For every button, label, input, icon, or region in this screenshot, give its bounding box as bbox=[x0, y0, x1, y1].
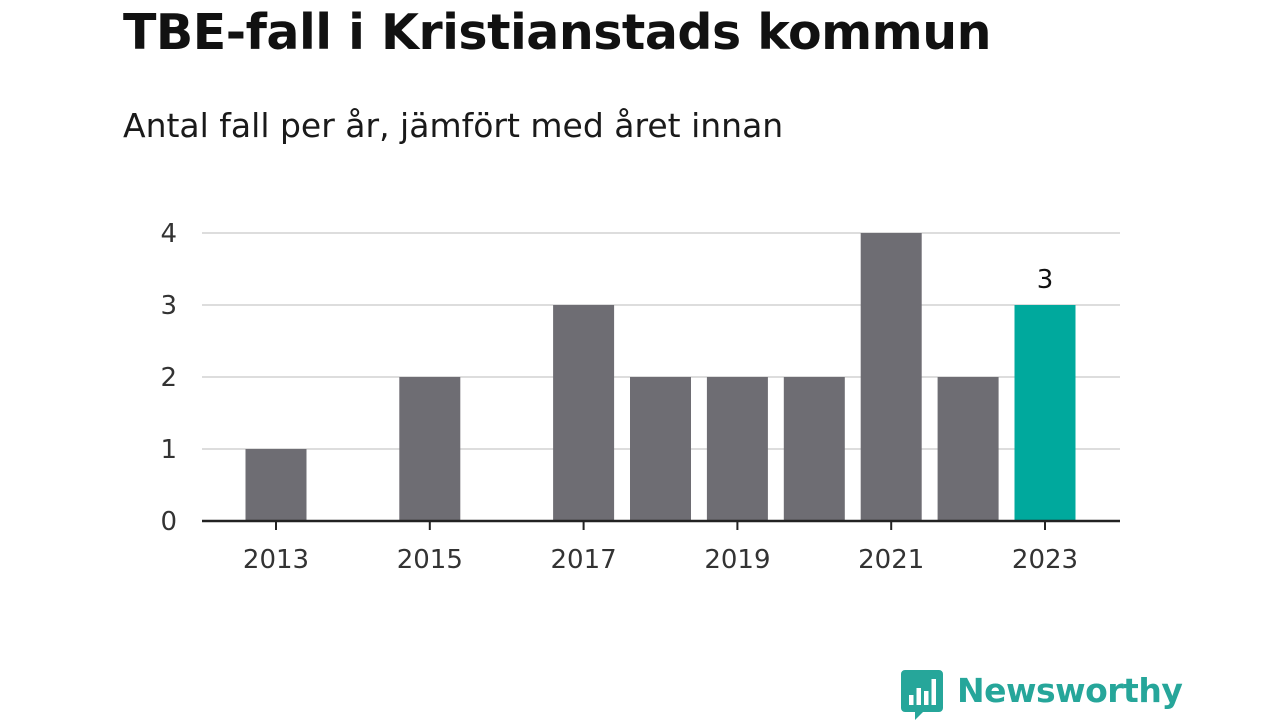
bars bbox=[245, 233, 1076, 521]
x-tick-label-2015: 2015 bbox=[397, 545, 463, 575]
x-tick-label-2021: 2021 bbox=[858, 545, 924, 575]
y-tick-label-3: 3 bbox=[160, 291, 177, 321]
x-tick-label-2013: 2013 bbox=[243, 545, 309, 575]
x-axis-labels: 2013 2015 2017 2019 2021 2023 bbox=[243, 545, 1078, 575]
newsworthy-logo: Newsworthy bbox=[901, 670, 1183, 720]
bar-2017 bbox=[553, 305, 615, 521]
y-tick-label-2: 2 bbox=[160, 363, 177, 393]
bar-chart-speech-bubble-icon bbox=[901, 670, 943, 720]
y-tick-label-1: 1 bbox=[160, 435, 177, 465]
bar-2021 bbox=[860, 233, 922, 521]
x-axis bbox=[202, 519, 1120, 530]
bar-2023 bbox=[1014, 305, 1076, 521]
data-label-2023: 3 bbox=[1037, 265, 1054, 295]
bar-2013 bbox=[245, 449, 307, 521]
y-tick-label-4: 4 bbox=[160, 219, 177, 249]
brand-name: Newsworthy bbox=[957, 671, 1183, 710]
bar-2015 bbox=[399, 377, 461, 521]
y-axis-labels: 0 1 2 3 4 bbox=[160, 219, 177, 537]
x-tick-label-2017: 2017 bbox=[551, 545, 617, 575]
y-tick-label-0: 0 bbox=[160, 507, 177, 537]
annotations: 3 bbox=[1037, 265, 1054, 295]
bar-2018 bbox=[630, 377, 691, 521]
bar-2020 bbox=[783, 377, 845, 521]
bar-2019 bbox=[706, 377, 768, 521]
bar-2022 bbox=[937, 377, 999, 521]
x-tick-label-2019: 2019 bbox=[704, 545, 770, 575]
chart-title: TBE-fall i Kristianstads kommun bbox=[123, 4, 992, 61]
chart-subtitle: Antal fall per år, jämfört med året inna… bbox=[123, 106, 784, 145]
x-tick-label-2023: 2023 bbox=[1012, 545, 1078, 575]
